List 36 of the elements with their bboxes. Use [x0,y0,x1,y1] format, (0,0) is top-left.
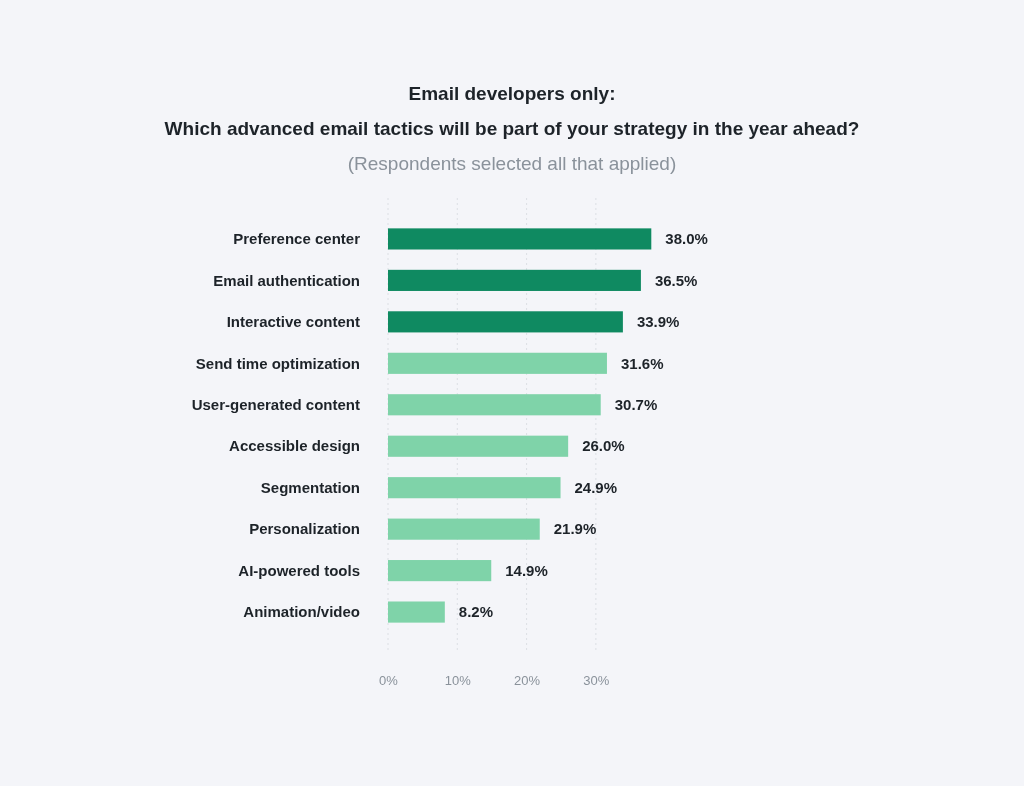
data-label: 38.0% [665,230,708,248]
data-label: 8.2% [458,603,494,621]
bar [388,560,492,582]
bar [388,311,623,333]
y-tick-label: Animation/video [243,603,360,621]
y-tick-label: AI-powered tools [238,561,360,579]
data-label: 30.7% [614,396,658,414]
data-label: 21.9% [553,520,597,538]
bar [388,477,561,499]
chart-subtitle: (Respondents selected all that applied) [347,153,677,174]
y-tick-label: Interactive content [226,313,360,331]
data-label: 14.9% [505,561,548,579]
x-tick-label: 30% [583,672,610,688]
y-tick-label: Accessible design [229,437,360,455]
data-label: 26.0% [582,437,625,455]
bar [388,601,445,623]
x-tick-label: 0% [379,672,399,688]
bar [388,518,540,540]
y-tick-label: Segmentation [260,478,360,496]
data-label: 36.5% [654,271,698,289]
data-label: 24.9% [574,478,618,496]
bar [388,435,569,457]
x-tick-label: 20% [514,672,541,688]
y-tick-label: Preference center [233,230,361,248]
y-tick-label: Personalization [249,520,360,538]
y-tick-label: Email authentication [213,271,360,289]
bar [388,228,652,250]
data-label: 33.9% [636,313,680,331]
x-tick-label: 10% [444,672,472,688]
data-label: 31.6% [620,354,664,372]
bar [388,352,607,374]
chart-title: Email developers only: Which advanced email tactics will be part of your strategy in the year ahead? [164,83,860,139]
y-tick-label: Send time optimization [195,354,360,372]
y-tick-label: User-generated content [191,396,360,414]
bar [388,394,601,416]
bar [388,269,641,291]
